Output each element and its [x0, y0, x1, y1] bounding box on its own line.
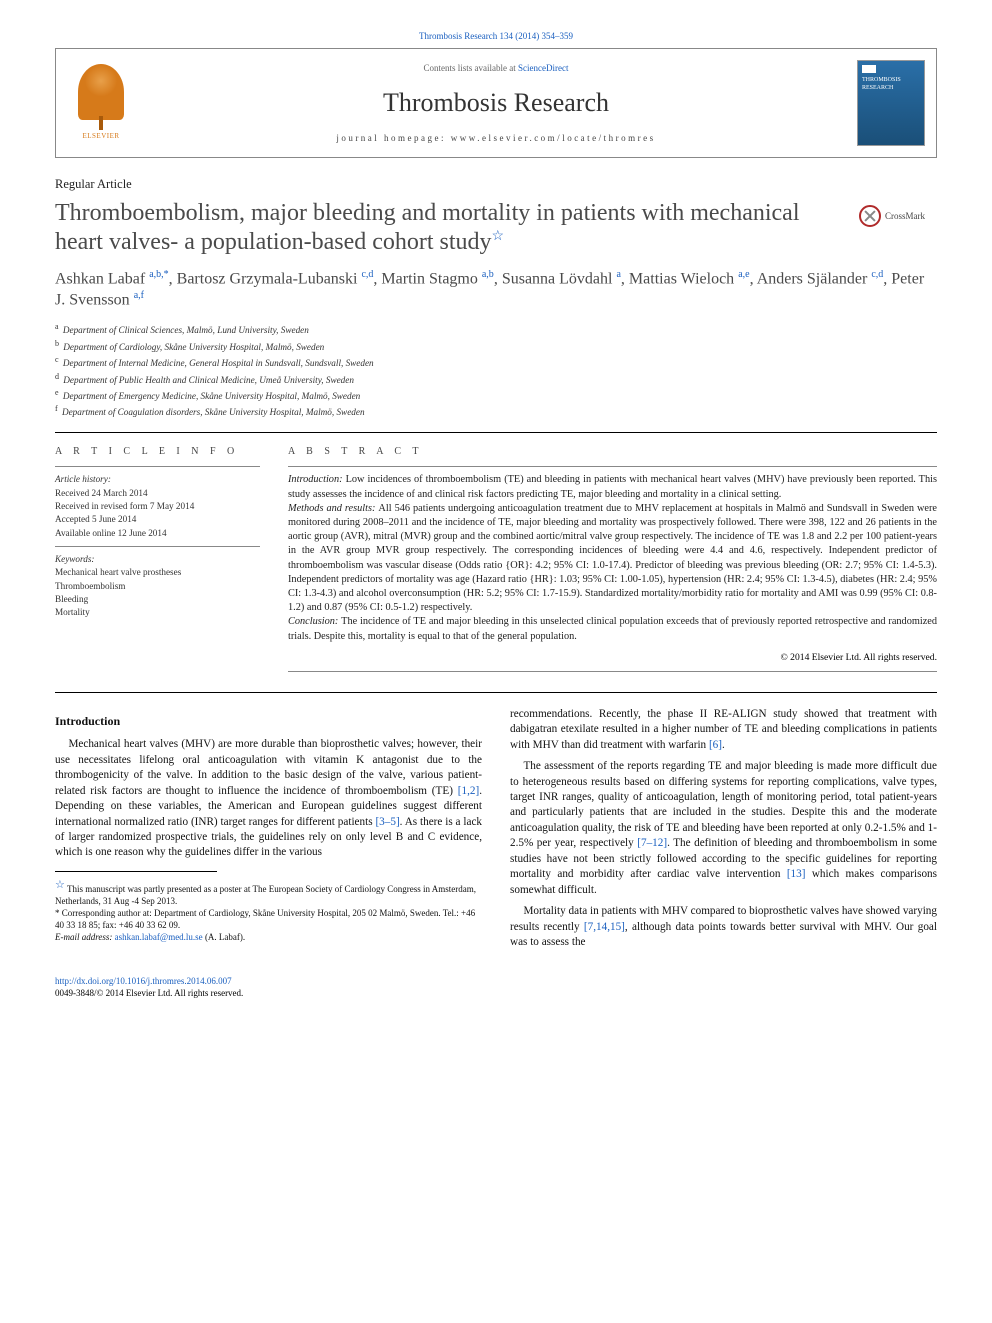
keywords-block: Keywords: Mechanical heart valve prosthe…: [55, 553, 260, 620]
author-5-aff: a,e: [738, 269, 749, 280]
title-star-icon: ☆: [492, 229, 505, 244]
keyword-1: Mechanical heart valve prostheses: [55, 566, 260, 579]
footnotes-block: ☆ This manuscript was partly presented a…: [55, 878, 482, 944]
abstract-heading: A B S T R A C T: [288, 445, 937, 459]
article-history: Article history: Received 24 March 2014 …: [55, 473, 260, 540]
author-1: Ashkan Labaf: [55, 270, 149, 287]
separator-rule: [55, 432, 937, 433]
abstract-rule-bottom: [288, 671, 937, 672]
abstract-conclusion: The incidence of TE and major bleeding i…: [288, 616, 937, 641]
history-received: Received 24 March 2014: [55, 487, 260, 500]
page-container: Thrombosis Research 134 (2014) 354–359 E…: [0, 0, 992, 1029]
history-label: Article history:: [55, 473, 260, 486]
history-revised: Received in revised form 7 May 2014: [55, 500, 260, 513]
body-p3: The assessment of the reports regarding …: [510, 759, 937, 898]
crossmark-widget[interactable]: CrossMark: [859, 205, 937, 227]
journal-name: Thrombosis Research: [383, 85, 609, 120]
publisher-logo-col: ELSEVIER: [56, 49, 146, 157]
journal-header-center: Contents lists available at ScienceDirec…: [146, 49, 846, 157]
abstract-intro: Low incidences of thromboembolism (TE) a…: [288, 474, 937, 499]
history-accepted: Accepted 5 June 2014: [55, 513, 260, 526]
body-p1: Mechanical heart valves (MHV) are more d…: [55, 737, 482, 861]
full-rule: [55, 692, 937, 693]
body-columns: Introduction Mechanical heart valves (MH…: [55, 707, 937, 951]
affiliations-block: a Department of Clinical Sciences, Malmö…: [55, 321, 937, 419]
abstract-col: A B S T R A C T Introduction: Low incide…: [288, 445, 937, 678]
sciencedirect-prefix: Contents lists available at: [424, 63, 518, 73]
abstract-methods-label: Methods and results:: [288, 503, 378, 514]
authors-block: Ashkan Labaf a,b,*, Bartosz Grzymala-Lub…: [55, 268, 937, 312]
abstract-copyright: © 2014 Elsevier Ltd. All rights reserved…: [288, 652, 937, 665]
info-rule: [55, 466, 260, 467]
elsevier-tree-icon: [78, 64, 124, 120]
body-p4: Mortality data in patients with MHV comp…: [510, 904, 937, 950]
email-link[interactable]: ashkan.labaf@med.lu.se: [115, 932, 203, 942]
affiliation-c: c Department of Internal Medicine, Gener…: [55, 354, 937, 370]
abstract-conclusion-label: Conclusion:: [288, 616, 341, 627]
cover-line1: THROMBOSIS: [862, 76, 920, 84]
citation-3-5[interactable]: [3–5]: [375, 816, 399, 828]
crossmark-label: CrossMark: [885, 210, 925, 222]
abstract-rule: [288, 466, 937, 467]
history-online: Available online 12 June 2014: [55, 527, 260, 540]
affiliation-a: a Department of Clinical Sciences, Malmö…: [55, 321, 937, 337]
author-6: , Anders Själander: [750, 270, 872, 287]
author-5: , Mattias Wieloch: [621, 270, 738, 287]
title-text: Thromboembolism, major bleeding and mort…: [55, 200, 800, 255]
citation-1-2[interactable]: [1,2]: [458, 785, 479, 797]
abstract-text: Introduction: Low incidences of thromboe…: [288, 473, 937, 643]
author-7-aff: a,f: [134, 290, 144, 301]
journal-citation[interactable]: Thrombosis Research 134 (2014) 354–359: [55, 30, 937, 42]
info-abstract-row: A R T I C L E I N F O Article history: R…: [55, 445, 937, 678]
keyword-3: Bleeding: [55, 593, 260, 606]
author-6-aff: c,d: [871, 269, 883, 280]
citation-7-14-15[interactable]: [7,14,15]: [584, 921, 625, 933]
doi-link[interactable]: http://dx.doi.org/10.1016/j.thromres.201…: [55, 976, 232, 986]
cover-thumb-col: THROMBOSIS RESEARCH: [846, 49, 936, 157]
star-icon: ☆: [55, 879, 65, 891]
article-title: Thromboembolism, major bleeding and mort…: [55, 199, 843, 258]
journal-header: ELSEVIER Contents lists available at Sci…: [55, 48, 937, 158]
issn-copyright: 0049-3848/© 2014 Elsevier Ltd. All right…: [55, 988, 243, 998]
cover-flag-icon: [862, 65, 876, 73]
doi-block: http://dx.doi.org/10.1016/j.thromres.201…: [55, 975, 937, 999]
article-info-col: A R T I C L E I N F O Article history: R…: [55, 445, 260, 678]
article-info-heading: A R T I C L E I N F O: [55, 445, 260, 459]
author-2-aff: c,d: [361, 269, 373, 280]
author-4: , Susanna Lövdahl: [494, 270, 617, 287]
citation-7-12[interactable]: [7–12]: [637, 837, 667, 849]
citation-13[interactable]: [13]: [787, 868, 806, 880]
citation-6[interactable]: [6]: [709, 739, 722, 751]
affiliation-e: e Department of Emergency Medicine, Skån…: [55, 387, 937, 403]
journal-homepage[interactable]: journal homepage: www.elsevier.com/locat…: [336, 132, 655, 144]
author-3-aff: a,b: [482, 269, 494, 280]
journal-cover-thumb[interactable]: THROMBOSIS RESEARCH: [857, 60, 925, 146]
keywords-label: Keywords:: [55, 553, 260, 566]
sciencedirect-link[interactable]: ScienceDirect: [518, 63, 568, 73]
crossmark-icon: [859, 205, 881, 227]
sciencedirect-line: Contents lists available at ScienceDirec…: [424, 62, 569, 74]
title-row: Thromboembolism, major bleeding and mort…: [55, 199, 937, 268]
section-heading-introduction: Introduction: [55, 713, 482, 730]
abstract-methods: All 546 patients undergoing anticoagulat…: [288, 503, 937, 613]
affiliation-f: f Department of Coagulation disorders, S…: [55, 403, 937, 419]
author-3: , Martin Stagmo: [373, 270, 481, 287]
body-p2: recommendations. Recently, the phase II …: [510, 707, 937, 753]
affiliation-b: b Department of Cardiology, Skåne Univer…: [55, 338, 937, 354]
author-2: , Bartosz Grzymala-Lubanski: [169, 270, 362, 287]
cover-line2: RESEARCH: [862, 84, 920, 92]
author-1-aff: a,b,*: [149, 269, 168, 280]
keyword-4: Mortality: [55, 606, 260, 619]
keyword-2: Thromboembolism: [55, 580, 260, 593]
abstract-intro-label: Introduction:: [288, 474, 346, 485]
info-rule-2: [55, 546, 260, 547]
footnote-separator: [55, 871, 217, 872]
footnote-email: E-mail address: ashkan.labaf@med.lu.se (…: [55, 931, 482, 943]
affiliation-d: d Department of Public Health and Clinic…: [55, 371, 937, 387]
footnote-corresponding: * Corresponding author at: Department of…: [55, 907, 482, 931]
footnote-star: ☆ This manuscript was partly presented a…: [55, 878, 482, 907]
elsevier-logo[interactable]: ELSEVIER: [71, 63, 131, 143]
elsevier-label: ELSEVIER: [82, 132, 119, 141]
article-type: Regular Article: [55, 176, 937, 193]
